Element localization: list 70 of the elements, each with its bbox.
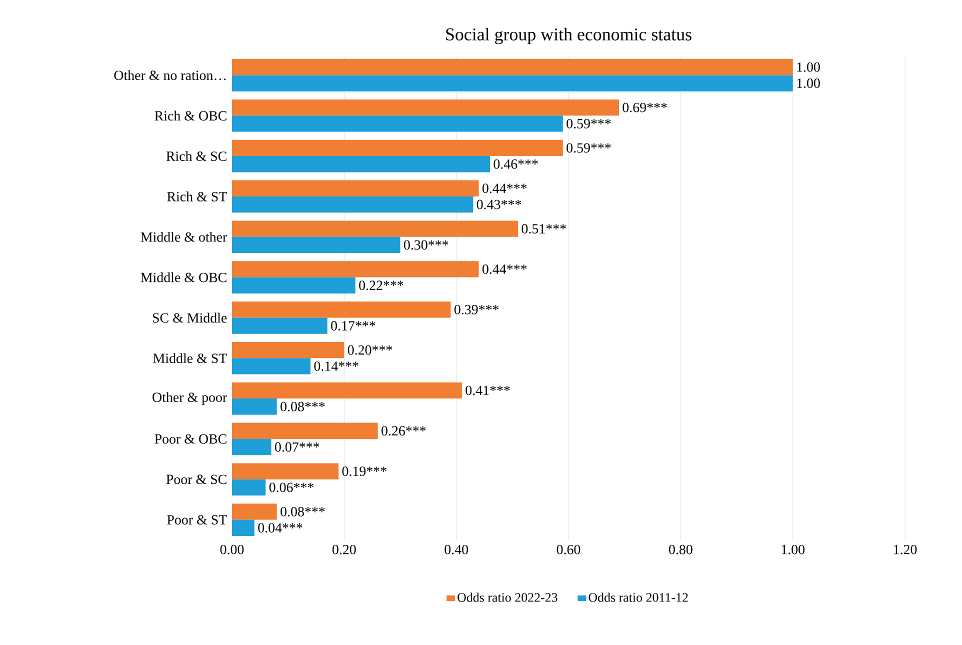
data-label: 0.26*** xyxy=(382,426,426,436)
bar xyxy=(232,261,479,278)
data-label: 0.44*** xyxy=(482,184,527,194)
data-label: 0.07*** xyxy=(274,442,320,452)
bar xyxy=(232,358,311,374)
x-tick-label: 0.60 xyxy=(556,544,580,554)
bar xyxy=(232,520,254,536)
data-label: 0.59*** xyxy=(566,118,611,128)
bar xyxy=(232,116,563,132)
bar xyxy=(232,479,266,496)
data-label: 0.14*** xyxy=(314,361,358,371)
data-label: 0.41*** xyxy=(466,386,510,396)
y-tick-label: Poor & SC xyxy=(166,474,226,484)
bar xyxy=(232,302,451,318)
bar xyxy=(232,75,793,92)
chart-title: Social group with economic status xyxy=(446,28,692,44)
y-tick-label: Other & no ration… xyxy=(114,70,226,80)
data-label: 0.59*** xyxy=(566,143,611,153)
bar xyxy=(232,180,479,196)
bar xyxy=(232,463,339,480)
data-label: 0.06*** xyxy=(269,482,314,492)
bar xyxy=(232,220,518,237)
data-label: 0.04*** xyxy=(258,523,302,533)
x-tick-label: 0.00 xyxy=(220,544,244,554)
data-label: 0.19*** xyxy=(342,466,386,476)
y-tick-label: Middle & ST xyxy=(153,353,227,364)
bar xyxy=(232,156,490,172)
bar xyxy=(232,398,277,415)
data-label: 0.46*** xyxy=(494,159,538,169)
y-tick-label: Rich & SC xyxy=(166,151,226,161)
legend-label: Odds ratio 2011-12 xyxy=(588,592,688,602)
bar xyxy=(232,382,462,399)
bar xyxy=(232,438,272,456)
x-tick-label: 0.40 xyxy=(444,544,468,554)
x-tick-label: 1.00 xyxy=(782,544,805,554)
bar xyxy=(232,422,378,439)
bar xyxy=(232,59,793,76)
data-label: 0.08*** xyxy=(280,506,325,516)
data-label: 0.17*** xyxy=(331,321,376,331)
y-tick-label: Middle & other xyxy=(140,232,228,242)
bar xyxy=(232,342,344,358)
data-label: 0.39*** xyxy=(454,304,499,314)
data-label: 0.20*** xyxy=(348,345,392,355)
data-label: 0.69*** xyxy=(622,102,667,112)
x-tick-label: 0.80 xyxy=(669,544,692,554)
y-tick-label: SC & Middle xyxy=(152,312,227,323)
data-label: 0.30*** xyxy=(404,240,448,250)
bar xyxy=(232,318,328,334)
bar xyxy=(232,196,474,213)
data-label: 0.51*** xyxy=(522,224,566,234)
data-label: 1.00 xyxy=(797,62,820,72)
y-tick-label: Other & poor xyxy=(152,392,228,405)
data-label: 0.43*** xyxy=(476,200,522,210)
bar xyxy=(232,277,356,294)
y-tick-label: Poor & ST xyxy=(167,515,227,525)
x-tick-label: 0.20 xyxy=(332,544,356,554)
y-tick-label: Rich & ST xyxy=(167,192,227,202)
data-label: 1.00 xyxy=(797,78,820,88)
data-label: 0.44*** xyxy=(482,264,527,274)
y-tick-label: Middle & OBC xyxy=(140,272,226,282)
data-label: 0.08*** xyxy=(280,402,325,412)
y-tick-label: Rich & OBC xyxy=(154,110,226,121)
bar xyxy=(232,99,619,116)
bar xyxy=(232,236,400,254)
bar xyxy=(232,140,563,156)
legend-label: Odds ratio 2022-23 xyxy=(458,592,558,602)
y-tick-label: Poor & OBC xyxy=(154,434,226,444)
bar xyxy=(232,504,277,520)
data-label: 0.22*** xyxy=(359,280,404,290)
x-tick-label: 1.20 xyxy=(894,544,917,554)
